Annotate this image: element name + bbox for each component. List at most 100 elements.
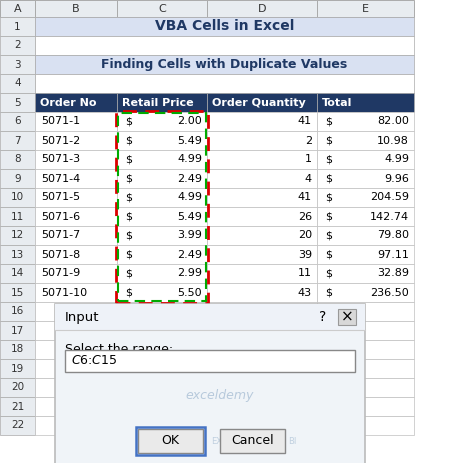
Text: 5071-6: 5071-6 (41, 212, 80, 221)
Bar (317, 359, 414, 378)
Bar (207, 131, 317, 150)
Bar (317, 245, 414, 264)
Text: 7: 7 (14, 136, 21, 145)
Text: Total: Total (322, 98, 352, 107)
Bar (117, 302, 207, 321)
Bar (0, 359, 35, 378)
Text: $: $ (325, 231, 332, 240)
Text: 5071-8: 5071-8 (41, 250, 80, 259)
Bar (207, 188, 317, 207)
Bar (55, 304, 365, 330)
Bar (317, 264, 414, 283)
Bar (35, 36, 414, 55)
Text: 204.59: 204.59 (370, 193, 409, 202)
Text: 4.99: 4.99 (177, 193, 202, 202)
Text: ×: × (340, 309, 353, 325)
Bar (317, 207, 414, 226)
Bar (35, 0, 117, 17)
Text: VBA Cells in Excel: VBA Cells in Excel (155, 19, 294, 33)
Text: 39: 39 (298, 250, 312, 259)
Bar (317, 302, 414, 321)
Bar (207, 397, 317, 416)
Text: 20: 20 (11, 382, 24, 393)
Bar (0, 283, 35, 302)
Bar (117, 321, 207, 340)
Text: Cancel: Cancel (231, 434, 274, 448)
Bar (35, 131, 117, 150)
Text: 142.74: 142.74 (370, 212, 409, 221)
Text: Input: Input (65, 311, 99, 324)
Text: 13: 13 (11, 250, 24, 259)
Text: $: $ (125, 117, 132, 126)
Text: $: $ (325, 193, 332, 202)
Bar (207, 226, 317, 245)
Bar (0, 17, 35, 36)
Text: 2: 2 (305, 136, 312, 145)
Bar (117, 397, 207, 416)
Text: $: $ (325, 250, 332, 259)
Text: 5071-5: 5071-5 (41, 193, 80, 202)
Bar (35, 17, 414, 36)
Bar (35, 321, 117, 340)
Bar (317, 416, 414, 435)
Text: $: $ (125, 193, 132, 202)
Bar (317, 283, 414, 302)
Text: $: $ (325, 288, 332, 298)
Bar (207, 359, 317, 378)
Text: 21: 21 (11, 401, 24, 412)
Text: 1: 1 (14, 21, 21, 31)
Text: 2.49: 2.49 (177, 174, 202, 183)
Text: 5071-9: 5071-9 (41, 269, 80, 279)
Text: 79.80: 79.80 (377, 231, 409, 240)
Bar (118, 113, 206, 301)
Bar (117, 0, 207, 17)
Bar (35, 302, 117, 321)
Bar (317, 188, 414, 207)
Text: 5.49: 5.49 (177, 136, 202, 145)
Bar (207, 378, 317, 397)
Bar (35, 112, 117, 131)
Text: Retail Price: Retail Price (122, 98, 194, 107)
Bar (35, 188, 117, 207)
Bar (317, 0, 414, 17)
Bar (207, 302, 317, 321)
Bar (317, 321, 414, 340)
Bar (317, 131, 414, 150)
Text: 2.00: 2.00 (177, 117, 202, 126)
Bar (55, 304, 365, 463)
Text: $: $ (125, 250, 132, 259)
Bar (207, 340, 317, 359)
Bar (0, 378, 35, 397)
Bar (117, 226, 207, 245)
Bar (0, 397, 35, 416)
Text: E: E (362, 4, 369, 13)
Text: 2: 2 (14, 40, 21, 50)
Text: 20: 20 (298, 231, 312, 240)
Text: 97.11: 97.11 (377, 250, 409, 259)
Text: BI: BI (288, 437, 296, 445)
Bar (35, 378, 117, 397)
Text: Finding Cells with Duplicate Values: Finding Cells with Duplicate Values (101, 58, 348, 71)
Text: $: $ (125, 212, 132, 221)
Text: 5071-3: 5071-3 (41, 155, 80, 164)
Text: exceldemy: exceldemy (186, 389, 254, 402)
Bar (207, 150, 317, 169)
Text: 43: 43 (298, 288, 312, 298)
Text: 41: 41 (298, 193, 312, 202)
Bar (35, 207, 117, 226)
Bar (117, 264, 207, 283)
Bar (0, 0, 35, 17)
Text: 19: 19 (11, 363, 24, 374)
Bar (0, 245, 35, 264)
Bar (0, 150, 35, 169)
Text: 1: 1 (305, 155, 312, 164)
Text: Order No: Order No (40, 98, 97, 107)
Text: 5.50: 5.50 (177, 288, 202, 298)
Text: 11: 11 (298, 269, 312, 279)
Bar (207, 207, 317, 226)
Bar (207, 112, 317, 131)
Bar (65, 350, 355, 372)
Text: 5.49: 5.49 (177, 212, 202, 221)
Text: 12: 12 (11, 231, 24, 240)
Bar (317, 340, 414, 359)
